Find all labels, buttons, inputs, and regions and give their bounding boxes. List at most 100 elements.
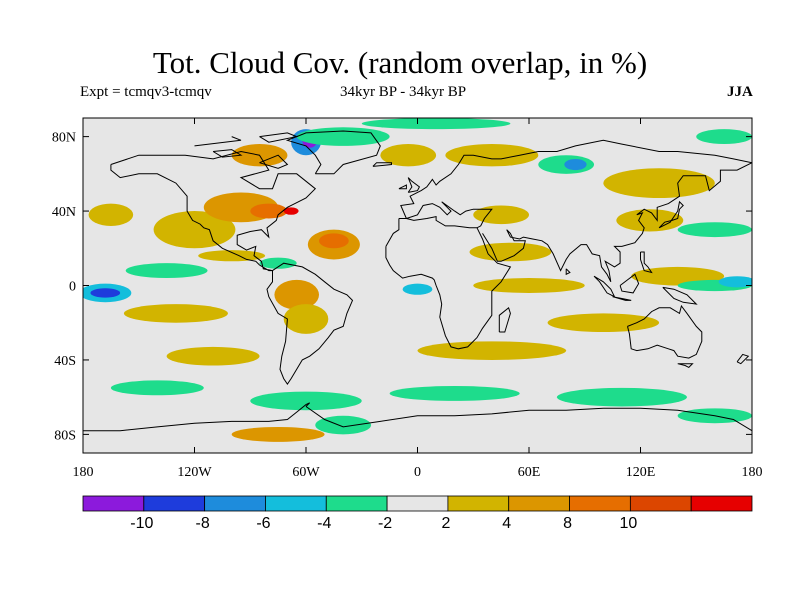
coastline [259,154,289,169]
coastline [398,184,407,190]
anomaly-patch [319,233,349,249]
lon-tick-label: 120W [177,465,212,480]
colorbar-label: -6 [256,515,270,532]
colorbar-swatch [447,495,510,512]
coastline [259,132,299,143]
colorbar-label: -8 [196,515,210,532]
lon-tick-label: 180 [73,465,94,480]
coastline [677,363,694,369]
anomaly-patch [259,257,297,269]
anomaly-patch [88,203,134,226]
colorbar-swatch [386,495,449,512]
anomaly-patch [547,313,660,333]
coastline [640,251,653,274]
anomaly-patch [166,346,260,366]
colorbar-label: 10 [619,515,637,532]
anomaly-patch [389,386,520,401]
coastline [385,218,400,247]
lat-tick-label: 40S [54,354,76,369]
anomaly-patch [677,222,752,238]
anomaly-patch [616,209,684,232]
anomaly-patch [315,415,372,435]
coastline [385,227,512,350]
anomaly-patch [718,276,752,288]
anomaly-patch [153,211,236,249]
lon-tick-label: 180 [742,465,763,480]
coastline [658,200,684,229]
lat-tick-label: 80N [52,131,76,146]
coastline [194,136,242,147]
coastline [498,306,511,333]
lon-tick-label: 60E [518,465,541,480]
colorbar: -10 -8 -6 -4 -2 2 4 8 10 [82,495,753,532]
anomaly-patch [402,283,433,295]
colorbar-swatch [325,495,388,512]
coastline [565,268,571,276]
coastline [285,130,381,175]
coastlines [83,130,752,432]
anomaly-patch [231,426,325,442]
colorbar-swatch [629,495,692,512]
coastline [372,162,392,167]
lon-tick-label: 0 [414,465,421,480]
lat-tick-label: 80S [54,428,76,443]
coastline [110,150,317,272]
coastline [83,402,311,432]
anomaly-patch [556,387,687,407]
anomaly-patch [380,144,437,167]
anomaly-patch [250,391,362,411]
coastline [736,353,750,365]
coastline [266,262,354,385]
colorbar-swatch [265,495,327,512]
anomaly-patch [250,203,288,219]
colorbar-label: -2 [378,515,392,532]
axis-ticks: 80N 40N 0 40S 80S 180 120W 60W 0 60E 120E 180 [52,118,763,480]
coastline [305,406,752,432]
colorbar-swatch [82,495,145,512]
lat-tick-label: 40N [52,205,76,220]
anomaly-patch [564,158,587,171]
colorbar-swatch [690,495,753,512]
colorbar-label: 2 [441,515,450,532]
colorbar-label: 4 [502,515,511,532]
anomaly-patch [283,207,299,215]
colorbar-swatch [143,495,206,512]
coastline [212,149,243,158]
lon-tick-label: 120E [626,465,656,480]
period-label: 34kyr BP - 34kyr BP [340,84,467,100]
coastline [662,286,698,305]
colorbar-label: 8 [563,515,572,532]
anomaly-patch [696,129,752,145]
anomaly-patch [123,304,228,323]
anomaly-patch [125,263,208,279]
lon-tick-label: 60W [292,465,320,480]
coastline [406,201,493,229]
anomaly-patch [198,250,266,262]
coastline [398,139,752,219]
anomaly-patch [469,242,552,262]
coastline [619,273,640,294]
anomaly-patch [473,278,585,293]
anomaly-patch [417,341,567,360]
colorbar-label: -10 [130,515,153,532]
plot-title: Tot. Cloud Cov. (random overlap, in %) [152,45,648,80]
anomaly-patch [603,168,715,199]
colorbar-swatch [204,495,266,512]
lat-tick-label: 0 [69,280,76,295]
anomaly-patch [110,380,204,396]
colorbar-swatch [508,495,570,512]
anomaly-patch [274,279,320,310]
coastline [407,177,421,193]
coastline [627,304,703,359]
experiment-label: Expt = tcmqv3-tcmqv [80,84,212,100]
anomaly-patch [473,205,529,225]
anomaly-patch [90,288,121,298]
colorbar-swatch [569,495,631,512]
anomaly-patch [445,144,539,167]
colorbar-label: -4 [317,515,331,532]
coastline [612,296,632,301]
cloud-anomaly-field [83,118,752,442]
anomaly-patch [361,118,511,130]
coastline [482,162,752,283]
